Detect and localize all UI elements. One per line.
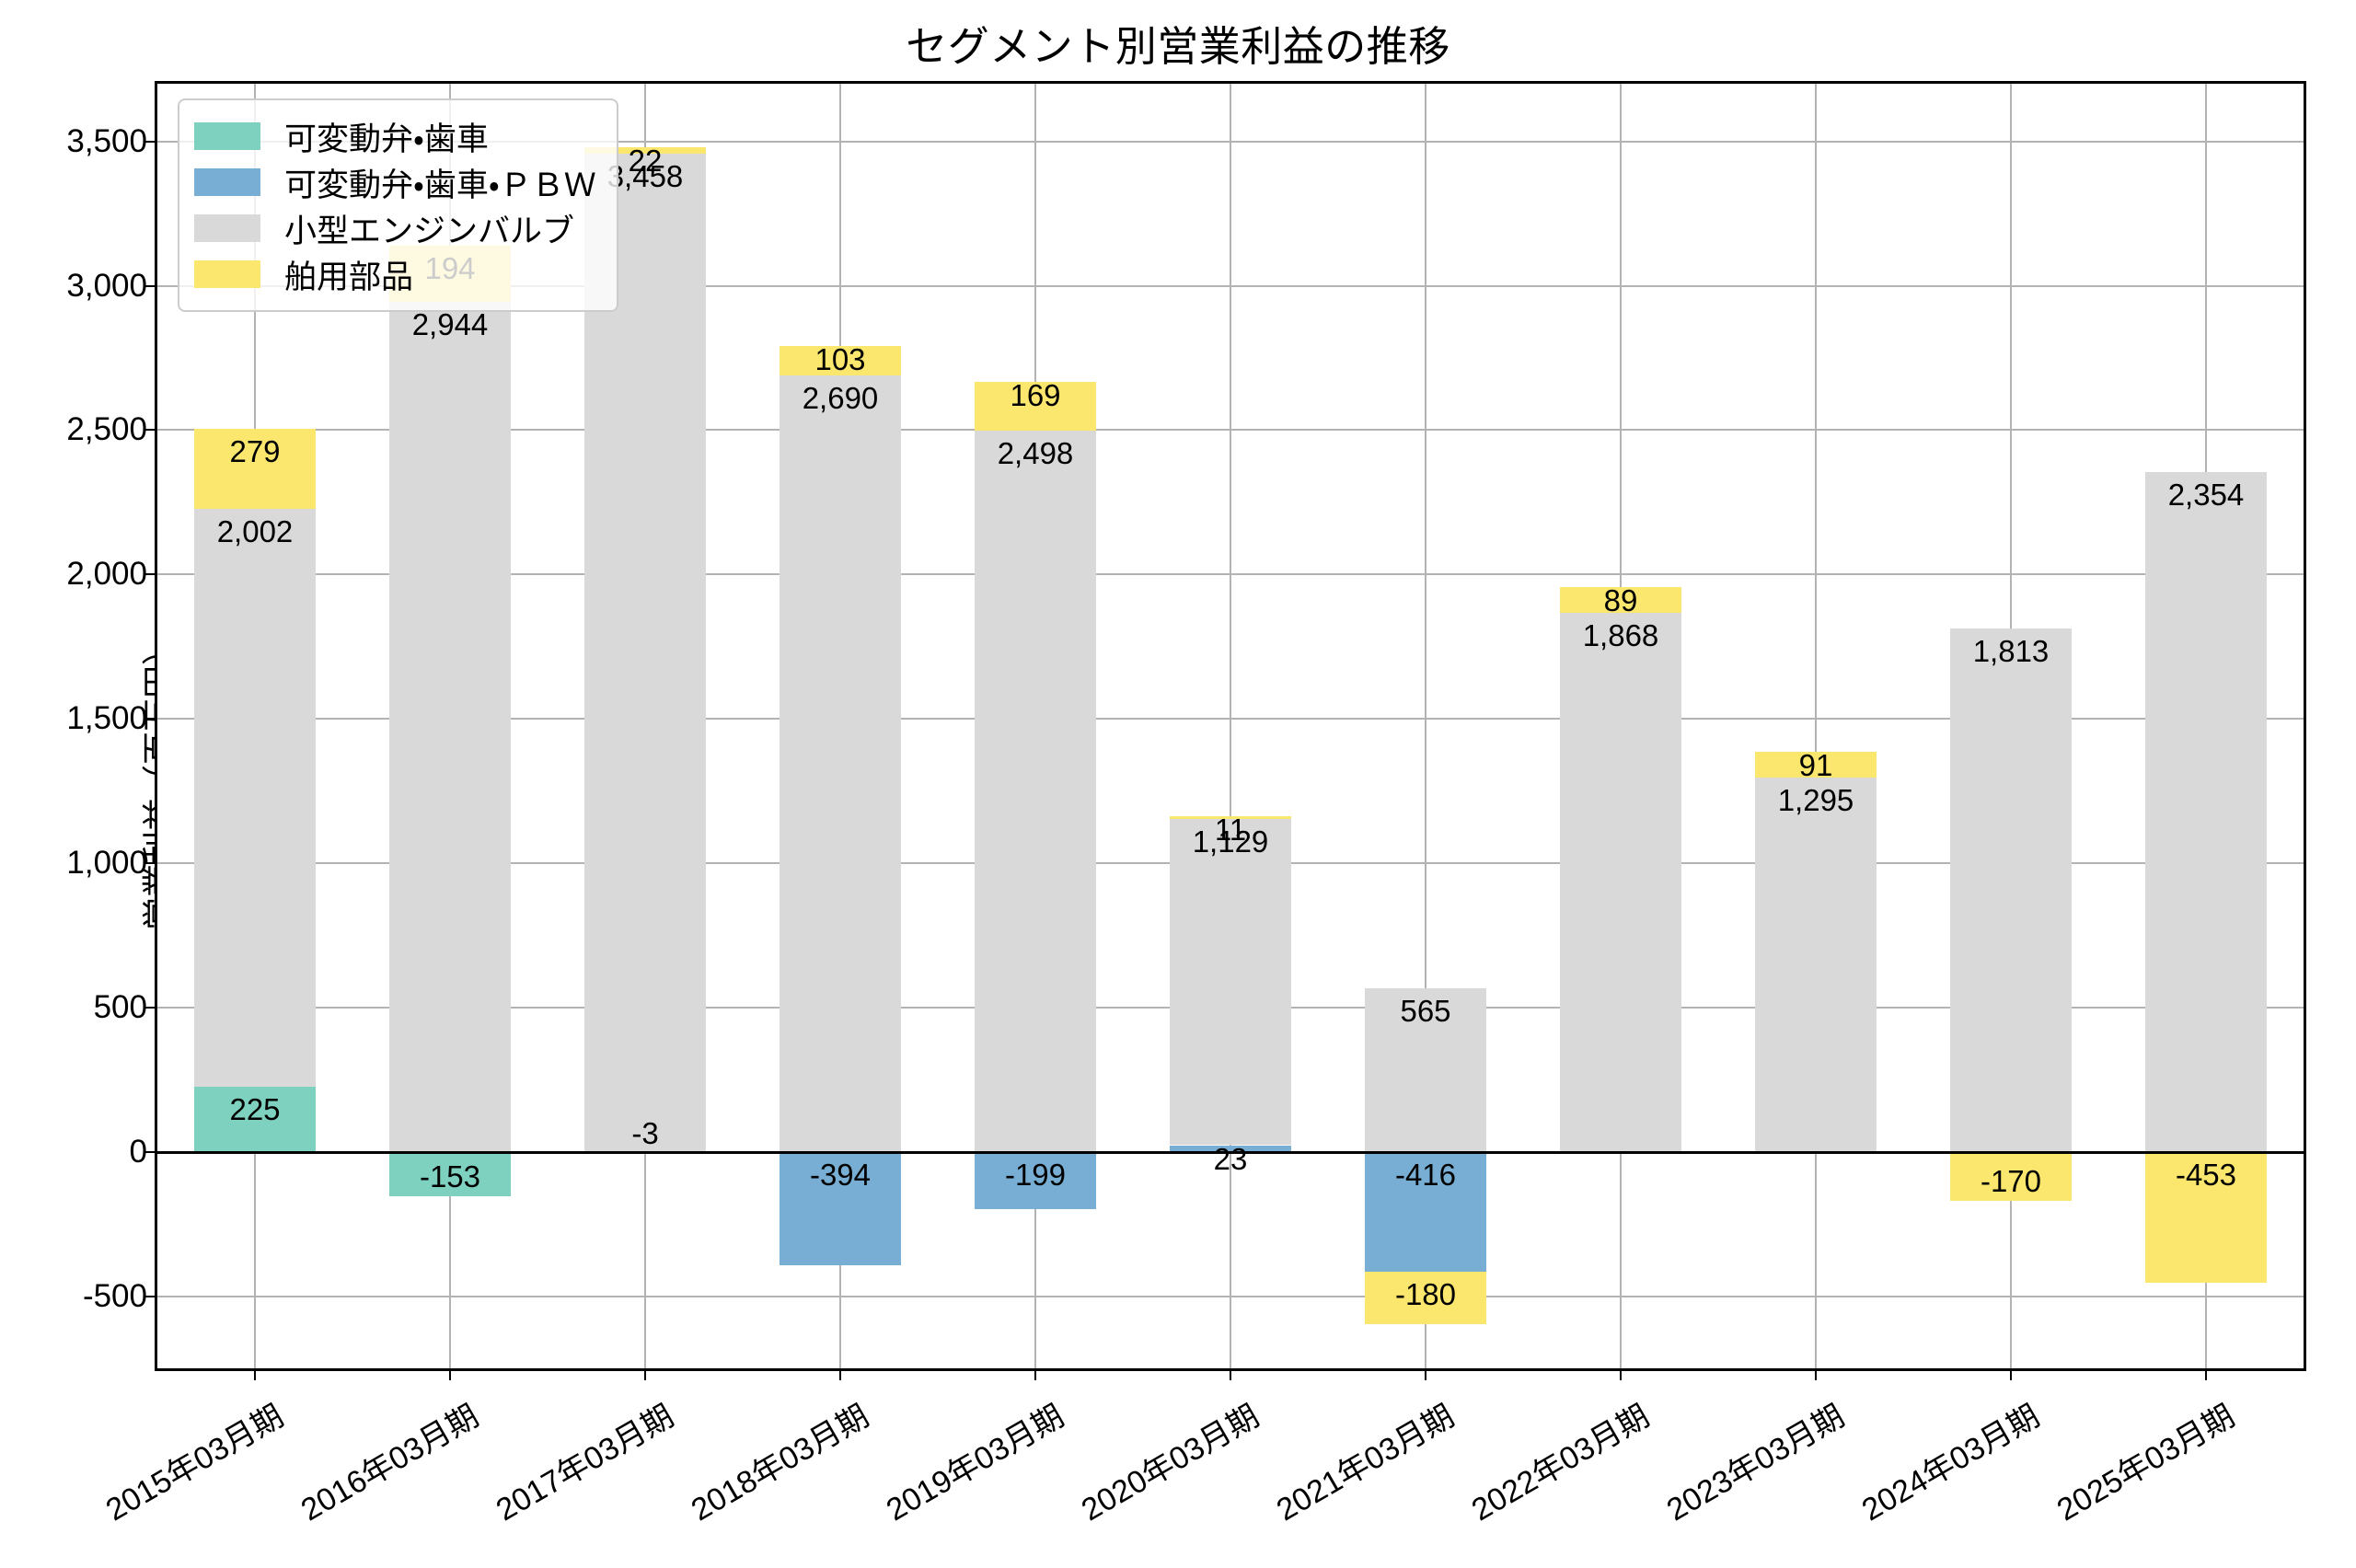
legend-item-small-engine-valve[interactable]: 小型エンジンバルブ (194, 205, 596, 251)
y-tick-mark (145, 718, 157, 721)
bar-segment[interactable] (1755, 778, 1877, 1152)
x-tick-mark (2205, 1368, 2207, 1380)
chart-title: セグメント別営業利益の推移 (906, 23, 1450, 70)
bar-segment[interactable] (780, 345, 901, 375)
y-tick-mark (145, 140, 157, 143)
bar-segment[interactable] (1365, 1272, 1486, 1324)
plot-area: 2252,002279-1532,944194-33,45822-3942,69… (145, 81, 2306, 1371)
x-tick-mark (254, 1368, 256, 1380)
y-tick-mark (145, 573, 157, 576)
y-tick-label: 2,500 (66, 411, 147, 448)
y-tick-label: 3,500 (66, 122, 147, 159)
bar-segment[interactable] (1560, 586, 1681, 613)
y-tick-label: -500 (82, 1277, 147, 1314)
bar-segment[interactable] (389, 1151, 511, 1196)
y-tick-mark (145, 1150, 157, 1153)
chart-legend: 可変動弁・歯車 可変動弁・歯車・ＰＢＷ 小型エンジンバルブ 舶用部品 (178, 98, 618, 312)
x-tick-mark (1425, 1368, 1426, 1380)
legend-swatch-valve-gear (194, 122, 260, 150)
bar-segment[interactable] (1365, 1151, 1486, 1273)
y-tick-label: 500 (93, 988, 147, 1025)
bar-segment[interactable] (389, 302, 511, 1152)
bar-segment[interactable] (1755, 751, 1877, 778)
legend-label-marine-parts: 舶用部品 (284, 259, 414, 295)
bar-segment[interactable] (1170, 1145, 1291, 1152)
x-gridline (1230, 84, 1231, 1368)
legend-swatch-valve-gear-pbw (194, 168, 260, 196)
legend-label-valve-gear: 可変動弁・歯車 (284, 121, 489, 157)
y-tick-mark (145, 862, 157, 864)
legend-swatch-marine-parts (194, 260, 260, 288)
x-tick-mark (1034, 1368, 1036, 1380)
bar-segment[interactable] (584, 147, 706, 154)
bar-segment[interactable] (975, 1151, 1096, 1210)
y-tick-label: 1,000 (66, 845, 147, 881)
bar-segment[interactable] (194, 1087, 316, 1152)
legend-item-valve-gear[interactable]: 可変動弁・歯車 (194, 113, 596, 159)
legend-item-marine-parts[interactable]: 舶用部品 (194, 251, 596, 297)
bar-segment[interactable] (975, 382, 1096, 432)
legend-label-small-engine-valve: 小型エンジンバルブ (284, 213, 575, 249)
legend-item-valve-gear-pbw[interactable]: 可変動弁・歯車・ＰＢＷ (194, 159, 596, 205)
bar-segment[interactable] (2145, 472, 2267, 1152)
bar-segment[interactable] (584, 153, 706, 1152)
x-tick-mark (1620, 1368, 1622, 1380)
y-tick-label: 3,000 (66, 267, 147, 304)
y-tick-label: 1,500 (66, 700, 147, 737)
x-gridline (1425, 84, 1426, 1368)
legend-swatch-small-engine-valve (194, 214, 260, 242)
y-tick-mark (145, 429, 157, 432)
bar-segment[interactable] (1950, 628, 2072, 1152)
x-gridline (1815, 84, 1817, 1368)
bar-segment[interactable] (975, 431, 1096, 1152)
bar-segment[interactable] (194, 428, 316, 510)
y-tick-mark (145, 1006, 157, 1009)
bar-segment[interactable] (1560, 612, 1681, 1152)
y-tick-label: 0 (129, 1133, 147, 1170)
x-tick-mark (1230, 1368, 1231, 1380)
bar-segment[interactable] (2145, 1151, 2267, 1283)
bar-segment[interactable] (194, 509, 316, 1088)
x-tick-mark (449, 1368, 451, 1380)
y-tick-mark (145, 1295, 157, 1297)
bar-segment[interactable] (1170, 819, 1291, 1146)
x-tick-mark (2010, 1368, 2012, 1380)
plot-inner: 2252,002279-1532,944194-33,45822-3942,69… (145, 84, 2304, 1368)
zero-axis-line (157, 1150, 2304, 1154)
bar-segment[interactable] (780, 1151, 901, 1266)
x-tick-mark (644, 1368, 646, 1380)
bar-segment[interactable] (1365, 988, 1486, 1152)
legend-label-valve-gear-pbw: 可変動弁・歯車・ＰＢＷ (284, 167, 596, 203)
y-tick-label: 2,000 (66, 556, 147, 593)
y-tick-mark (145, 284, 157, 287)
bar-segment[interactable] (1950, 1151, 2072, 1202)
x-tick-mark (1815, 1368, 1817, 1380)
x-tick-mark (839, 1368, 841, 1380)
bar-segment[interactable] (1170, 815, 1291, 820)
bar-segment[interactable] (780, 375, 901, 1152)
